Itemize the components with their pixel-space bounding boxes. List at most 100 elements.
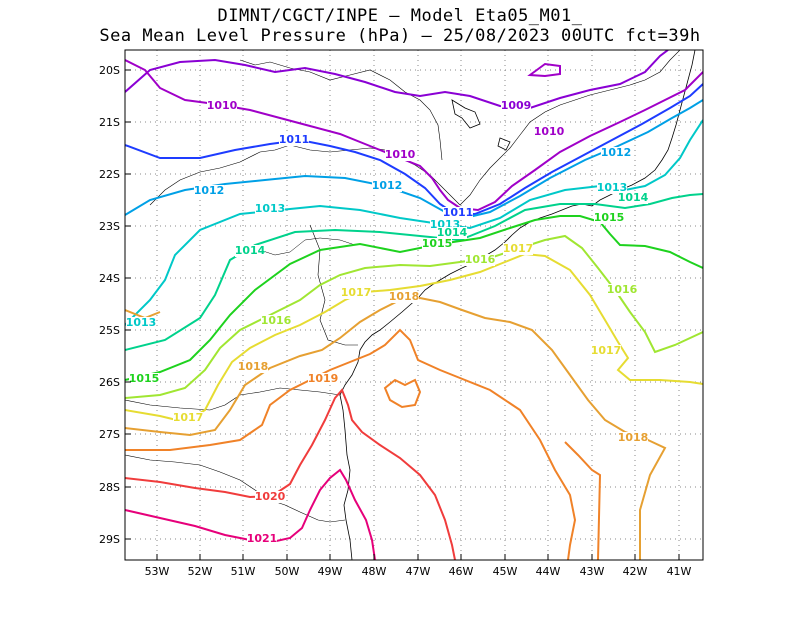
contour-label-1013: 1013: [597, 181, 628, 194]
lon-tick-label: 45W: [493, 565, 518, 578]
contour-label-bg: [308, 373, 338, 385]
contour-label-bg: [126, 317, 156, 329]
contour-label-bg: [255, 491, 285, 503]
contour-label-bg: [238, 361, 268, 373]
isobar-1017: [125, 252, 703, 424]
contour-label-bg: [465, 254, 495, 266]
contour-label-bg: [173, 412, 203, 424]
lon-tick-label: 43W: [580, 565, 605, 578]
lat-lon-grid: [125, 50, 703, 560]
contour-label-bg: [601, 147, 631, 159]
contour-label-bg: [501, 100, 531, 112]
lat-tick-label: 23S: [99, 220, 120, 233]
lon-tick-label: 46W: [449, 565, 474, 578]
lon-tick-label: 47W: [406, 565, 431, 578]
lon-tick-label: 42W: [623, 565, 648, 578]
axis-ticks: 20S 21S 22S 23S 24S 25S 26S 27S 28S 29S 53W 52W 51W 5…: [99, 64, 692, 578]
contour-label-1015: 1015: [129, 372, 160, 385]
lon-tick-label: 41W: [667, 565, 692, 578]
contour-label-bg: [591, 345, 621, 357]
contour-label-bg: [129, 373, 159, 385]
contour-label-bg: [437, 227, 467, 239]
contour-label-1017: 1017: [341, 286, 372, 299]
isobar-1009: [125, 50, 669, 110]
contour-label-1012: 1012: [194, 184, 225, 197]
isobar-1019-far: [564, 441, 602, 560]
contour-label-1018: 1018: [618, 431, 649, 444]
contour-label-1017: 1017: [503, 242, 534, 255]
lat-tick-label: 22S: [99, 168, 120, 181]
contour-label-bg: [261, 315, 291, 327]
contour-label-bg: [422, 238, 452, 250]
lon-tick-label: 51W: [231, 565, 256, 578]
contour-label-bg: [389, 291, 419, 303]
contour-label-bg: [194, 185, 224, 197]
lat-tick-label: 27S: [99, 428, 120, 441]
river: [259, 237, 356, 256]
contour-label-1010: 1010: [207, 99, 238, 112]
contour-label-bg: [503, 243, 533, 255]
state-border: [459, 50, 681, 206]
lat-tick-label: 26S: [99, 376, 120, 389]
chart-title-line2: Sea Mean Level Pressure (hPa) — 25/08/20…: [99, 26, 701, 46]
contour-label-1014: 1014: [618, 191, 649, 204]
contour-label-bg: [279, 134, 309, 146]
contour-label-1014: 1014: [235, 244, 266, 257]
contour-label-bg: [247, 533, 277, 545]
contour-label-1009: 1009: [501, 99, 532, 112]
contour-label-1010: 1010: [534, 125, 565, 138]
lon-tick-label: 53W: [145, 565, 170, 578]
contour-label-bg: [618, 192, 648, 204]
contour-label-1015: 1015: [594, 211, 625, 224]
contour-label-1010: 1010: [385, 148, 416, 161]
isobar-1019-low: [383, 378, 422, 409]
contour-label-bg: [385, 149, 415, 161]
contour-label-1012: 1012: [601, 146, 632, 159]
contour-label-1012: 1012: [372, 179, 403, 192]
isobar-1019: [125, 328, 577, 560]
lat-tick-label: 28S: [99, 481, 120, 494]
contour-label-1019: 1019: [308, 372, 339, 385]
contour-label-1020: 1020: [255, 490, 286, 503]
isobar-1010b: [527, 62, 561, 78]
contour-label-1013: 1013: [126, 316, 157, 329]
state-border: [239, 59, 443, 161]
contour-label-bg: [255, 203, 285, 215]
contour-label-1011: 1011: [443, 206, 474, 219]
contour-label-1013: 1013: [255, 202, 286, 215]
contour-label-bg: [443, 207, 473, 219]
isobar-1018: [125, 296, 667, 560]
isobar-1011: [125, 83, 703, 215]
lat-tick-label: 20S: [99, 64, 120, 77]
contour-label-bg: [594, 212, 624, 224]
isobar-1020: [125, 388, 456, 560]
lon-tick-label: 52W: [188, 565, 213, 578]
coastline-islands: [451, 99, 511, 151]
contour-label-bg: [607, 284, 637, 296]
contour-label-1016: 1016: [607, 283, 638, 296]
isobar-1015: [125, 215, 703, 381]
lon-tick-label: 50W: [275, 565, 300, 578]
contour-label-1015: 1015: [422, 237, 453, 250]
contour-label-1014: 1014: [437, 226, 468, 239]
contour-label-bg: [235, 245, 265, 257]
contour-label-bg: [341, 287, 371, 299]
contour-label-1016: 1016: [465, 253, 496, 266]
contour-label-1017: 1017: [591, 344, 622, 357]
lat-tick-label: 29S: [99, 533, 120, 546]
chart-title-line1: DIMNT/CGCT/INPE — Model Eta05_M01_: [217, 6, 583, 26]
lon-tick-label: 48W: [362, 565, 387, 578]
lat-tick-label: 24S: [99, 272, 120, 285]
lat-tick-label: 21S: [99, 116, 120, 129]
contour-label-1021: 1021: [247, 532, 278, 545]
contour-label-1011: 1011: [279, 133, 310, 146]
state-border: [309, 224, 358, 346]
coastline: [339, 50, 696, 560]
isobar-1016: [125, 234, 703, 399]
contour-label-1016: 1016: [261, 314, 292, 327]
contour-label-1018: 1018: [389, 290, 420, 303]
contour-label-bg: [597, 182, 627, 194]
contour-label-bg: [207, 100, 237, 112]
